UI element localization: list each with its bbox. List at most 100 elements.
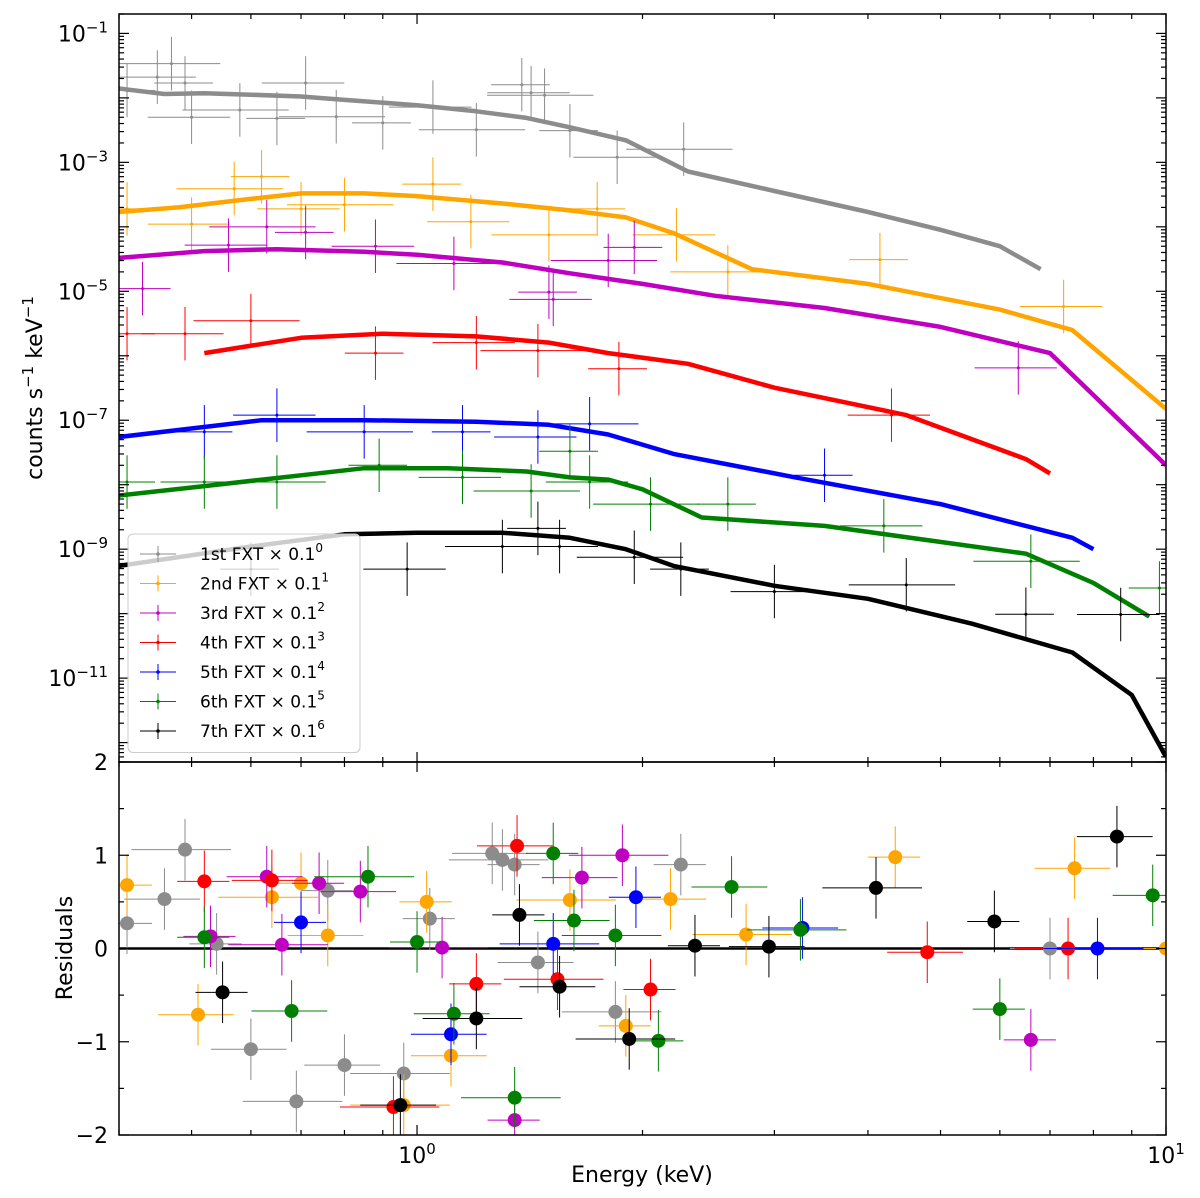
data-point-1st-fxt-2: [119, 36, 221, 91]
residual-point-6th-fxt-8: [561, 904, 662, 967]
data-point-2nd-fxt-2: [176, 161, 284, 216]
residuals-panel: 2 1 0 −1 −2 Residuals: [53, 751, 1167, 1149]
residual-point-3rd-fxt-9: [1003, 1009, 1056, 1071]
residual-point-2nd-fxt-13: [1034, 837, 1111, 900]
residual-point-6th-fxt-1: [251, 980, 328, 1042]
residual-point-6th-fxt-0: [177, 906, 230, 969]
data-point-1st-fxt-3: [154, 56, 214, 110]
residuals-4th-fxt: [177, 815, 1115, 1135]
residual-point-6th-fxt-7: [533, 889, 610, 952]
data-point-3rd-fxt-4: [331, 219, 415, 273]
residual-point-1st-fxt-14: [561, 981, 662, 1043]
legend-entry-1st-fxt: 1st FXT × 0.10: [140, 541, 323, 565]
data-point-7th-fxt-9: [995, 587, 1054, 641]
data-point-3rd-fxt-10: [974, 341, 1057, 395]
residual-point-3rd-fxt-3: [291, 852, 345, 914]
data-point-5th-fxt-6: [793, 448, 853, 503]
residuals-1st-fxt: [119, 818, 1086, 1133]
data-point-3rd-fxt-7: [509, 272, 592, 327]
residual-point-4th-fxt-7: [887, 921, 963, 984]
residual-point-2nd-fxt-9: [598, 995, 651, 1057]
residual-point-1st-fxt-3: [189, 913, 242, 975]
residual-point-3rd-fxt-8: [568, 824, 669, 887]
legend-entry-7th-fxt: 7th FXT × 0.16: [140, 718, 325, 742]
residual-point-7th-fxt-2: [422, 987, 523, 1050]
data-point-1st-fxt-6: [246, 91, 305, 146]
residual-point-4th-fxt-0: [177, 850, 230, 913]
data-point-4th-fxt-1: [141, 306, 224, 361]
y-tick-label: 10−3: [58, 147, 108, 176]
data-point-1st-fxt-14: [487, 68, 594, 122]
legend-entry-6th-fxt: 6th FXT × 0.15: [140, 689, 325, 713]
residuals-y-axis-title: Residuals: [53, 896, 78, 1000]
data-point-6th-fxt-3: [348, 438, 408, 493]
data-point-7th-fxt-10: [1076, 587, 1160, 642]
residual-point-7th-fxt-6: [667, 914, 720, 977]
model-line-1st-fxt: [119, 86, 1042, 272]
data-point-7th-fxt-7: [730, 564, 813, 619]
residual-point-1st-fxt-10: [452, 822, 528, 885]
spectrum-panel: 10−110−310−510−710−910−11 counts s−1 keV…: [19, 13, 1167, 763]
x-tick-label: 100: [398, 1140, 436, 1169]
data-point-7th-fxt-5: [576, 530, 684, 584]
data-point-7th-fxt-3: [507, 501, 566, 556]
residual-point-7th-fxt-3: [492, 884, 545, 946]
residual-point-1st-fxt-7: [304, 1034, 381, 1096]
y-title-mid: keV: [23, 318, 48, 366]
data-point-3rd-fxt-9: [603, 220, 663, 275]
residual-point-2nd-fxt-10: [630, 868, 707, 930]
legend-label-6th-fxt: 6th FXT × 0.15: [200, 689, 325, 713]
x-axis-title: Energy (keV): [571, 1163, 713, 1188]
data-point-6th-fxt-11: [973, 534, 1080, 588]
data-point-2nd-fxt-5: [286, 177, 394, 232]
model-line-3rd-fxt: [119, 246, 1166, 467]
data-point-4th-fxt-5: [480, 323, 587, 378]
model-line-2nd-fxt: [119, 191, 1166, 411]
residual-point-2nd-fxt-1: [157, 983, 234, 1046]
residual-point-7th-fxt-5: [575, 1008, 676, 1070]
residual-point-3rd-fxt-4: [320, 860, 397, 923]
legend-entry-2nd-fxt: 2nd FXT × 0.11: [140, 571, 329, 595]
data-point-2nd-fxt-12: [849, 232, 908, 287]
residual-point-2nd-fxt-8: [516, 869, 616, 931]
residuals-5th-fxt: [273, 866, 1144, 1066]
residual-point-2nd-fxt-11: [692, 903, 793, 966]
data-point-4th-fxt-7: [847, 388, 931, 442]
residual-point-6th-fxt-4: [413, 983, 490, 1045]
data-point-2nd-fxt-8: [491, 208, 598, 262]
residual-point-1st-fxt-4: [210, 1018, 287, 1080]
series-5th-fxt: [119, 388, 1095, 552]
residual-point-1st-fxt-15: [653, 833, 706, 896]
residuals-7th-fxt: [195, 805, 1153, 1135]
data-point-3rd-fxt-2: [209, 200, 316, 254]
data-point-2nd-fxt-7: [427, 194, 510, 249]
residual-point-5th-fxt-2: [499, 913, 600, 975]
data-point-2nd-fxt-3: [230, 149, 290, 204]
residual-point-7th-fxt-1: [360, 1074, 437, 1135]
data-point-6th-fxt-10: [840, 499, 923, 553]
y-tick-label: 10−1: [58, 18, 108, 47]
y-tick-label: −2: [76, 1124, 108, 1149]
data-point-7th-fxt-1: [363, 542, 446, 596]
data-point-2nd-fxt-9: [566, 182, 626, 236]
data-point-2nd-fxt-4: [257, 182, 340, 236]
data-point-1st-fxt-12: [491, 57, 550, 112]
y-tick-label: 10−9: [58, 534, 108, 563]
legend-label-2nd-fxt: 2nd FXT × 0.11: [200, 571, 329, 595]
y-tick-label: 2: [94, 751, 108, 776]
model-line-6th-fxt: [119, 465, 1151, 619]
y-tick-label: 10−5: [58, 276, 108, 305]
residual-point-3rd-fxt-1: [226, 845, 303, 908]
data-point-3rd-fxt-3: [274, 205, 334, 260]
residual-point-3rd-fxt-5: [388, 916, 489, 979]
spectrum-y-axis-title: counts s−1 keV−1: [19, 296, 48, 480]
residual-point-4th-fxt-2: [339, 1076, 440, 1135]
residual-point-6th-fxt-10: [691, 856, 768, 918]
legend-entry-4th-fxt: 4th FXT × 0.13: [140, 630, 325, 654]
data-point-5th-fxt-0: [173, 405, 233, 459]
residual-point-7th-fxt-7: [728, 915, 805, 978]
residual-point-1st-fxt-13: [497, 931, 574, 994]
residual-point-6th-fxt-3: [389, 911, 443, 973]
residual-point-3rd-fxt-7: [541, 846, 618, 909]
